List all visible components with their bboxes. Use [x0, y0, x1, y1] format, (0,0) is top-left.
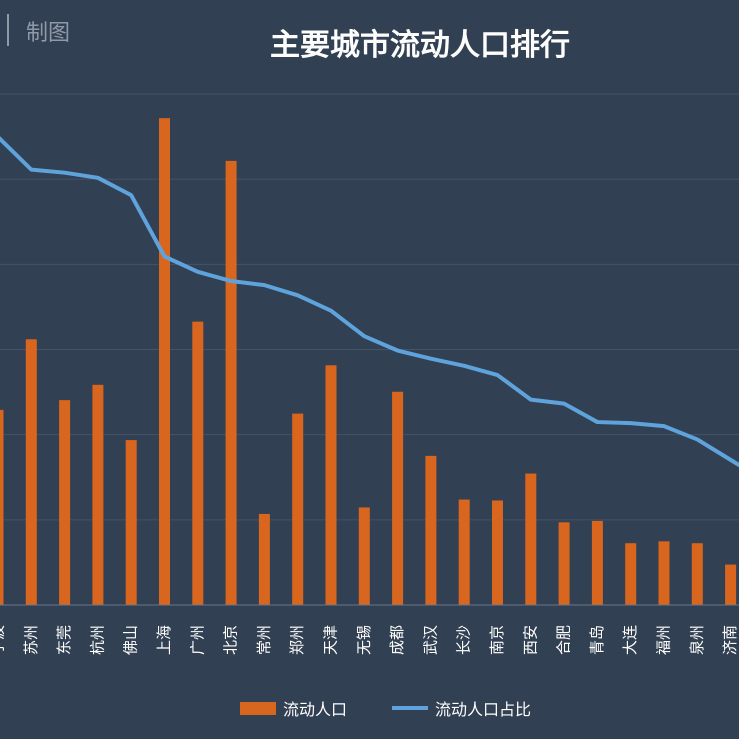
x-tick-label: 上海: [155, 625, 173, 655]
x-tick-label: 泉州: [688, 625, 706, 655]
bar-无锡: [358, 507, 370, 605]
line-share-path: [0, 136, 739, 468]
x-tick-label: 青岛: [588, 625, 606, 655]
brand-label: 制图: [26, 21, 70, 46]
x-tick-label: 大连: [621, 625, 639, 655]
bar-成都: [392, 391, 404, 605]
bar-苏州: [25, 339, 37, 605]
bar-宁波: [0, 409, 4, 605]
bar-长沙: [458, 499, 470, 605]
bar-北京: [225, 160, 237, 606]
bar-合肥: [558, 522, 570, 605]
bar-济南: [725, 564, 737, 605]
x-tick-label: 宁波: [0, 625, 7, 655]
x-tick-label: 常州: [255, 625, 273, 655]
x-tick-label: 佛山: [122, 625, 140, 655]
x-tick-label: 北京: [222, 625, 240, 655]
legend-bar-label: 流动人口: [283, 700, 347, 719]
bar-常州: [258, 513, 270, 605]
bar-东莞: [59, 400, 71, 605]
x-tick-label: 西安: [521, 625, 539, 655]
x-tick-label: 长沙: [455, 625, 473, 655]
bar-青岛: [591, 520, 603, 605]
x-tick-label: 天津: [322, 625, 340, 655]
bar-杭州: [92, 384, 104, 605]
bar-南京: [492, 500, 503, 605]
x-tick-label: 郑州: [288, 625, 306, 655]
x-tick-label: 苏州: [22, 625, 40, 655]
bar-大连: [625, 543, 637, 605]
bar-广州: [192, 321, 204, 605]
x-tick-label: 福州: [655, 625, 673, 655]
legend-line-label: 流动人口占比: [435, 700, 531, 719]
line-series: [0, 136, 739, 468]
x-tick-label: 无锡: [355, 625, 373, 655]
legend-bar-swatch: [240, 702, 276, 715]
bar-佛山: [125, 440, 137, 605]
bar-福州: [658, 541, 670, 605]
bar-天津: [325, 365, 337, 605]
x-tick-label: 杭州: [88, 625, 106, 655]
x-tick-label: 合肥: [555, 625, 573, 655]
bar-西安: [525, 473, 537, 605]
bar-上海: [159, 118, 170, 605]
x-tick-label: 成都: [388, 625, 406, 655]
x-tick-label: 济南: [721, 625, 739, 655]
bar-泉州: [691, 543, 703, 605]
x-tick-label: 南京: [488, 625, 506, 655]
x-axis-labels: 宁波 苏州 东莞 杭州 佛山 上海 广州 北京 常州 郑州 天津 无锡 成都 武汉 长沙 南京 西安 合肥 青岛 大连…: [0, 625, 739, 655]
bar-series: [0, 118, 737, 606]
gridlines: [0, 93, 739, 521]
chart-title: 主要城市流动人口排行: [270, 28, 570, 63]
legend: 流动人口 流动人口占比: [240, 700, 531, 719]
x-tick-label: 武汉: [421, 625, 439, 655]
bar-郑州: [292, 413, 304, 605]
x-tick-label: 广州: [188, 625, 206, 655]
x-tick-label: 东莞: [55, 625, 73, 655]
bar-武汉: [425, 455, 437, 605]
